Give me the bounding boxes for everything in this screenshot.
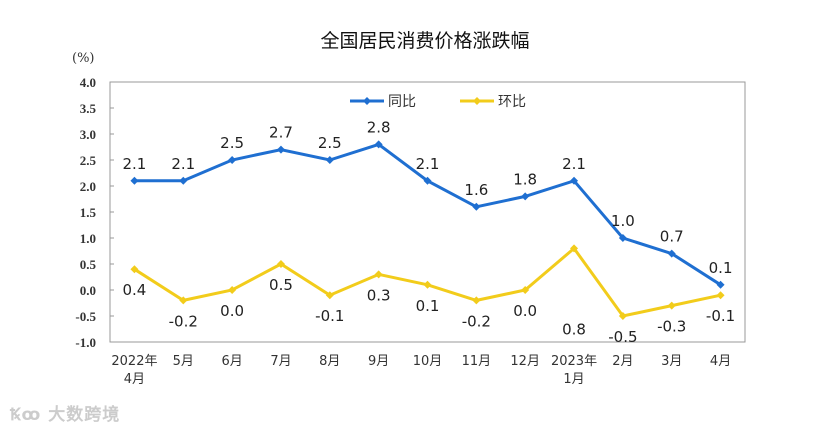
data-label: 2.1	[171, 155, 195, 173]
data-point	[276, 260, 285, 268]
data-point	[423, 176, 432, 185]
data-label: -0.2	[169, 312, 198, 330]
data-label: 2.1	[562, 155, 586, 173]
data-point	[325, 291, 334, 300]
data-label: 0.0	[513, 302, 537, 320]
data-label: 0.3	[367, 286, 391, 304]
data-label: -0.1	[706, 307, 735, 325]
x-tick-label: 9月	[368, 354, 389, 369]
data-point	[374, 270, 383, 279]
data-point	[667, 301, 676, 310]
data-label: 0.1	[709, 259, 733, 277]
legend-label: 环比	[498, 94, 526, 110]
x-tick-label: 1月	[563, 372, 584, 387]
y-tick-label: 4.0	[80, 75, 96, 90]
y-tick-label: 2.5	[80, 153, 97, 168]
data-point	[423, 280, 432, 289]
data-point	[521, 286, 530, 294]
data-point	[618, 312, 627, 320]
y-tick-label: 0.0	[80, 283, 96, 298]
legend-label: 同比	[388, 94, 416, 110]
y-tick-label: -0.5	[75, 309, 96, 324]
data-label: 2.1	[416, 155, 440, 173]
x-tick-label: 2023年	[551, 354, 597, 369]
data-point	[179, 176, 188, 185]
y-tick-label: 1.5	[80, 205, 97, 220]
y-tick-label: 2.0	[80, 179, 96, 194]
watermark-logo: Ꝅꝏ 大数跨境	[10, 405, 121, 425]
data-label: 0.7	[660, 228, 684, 246]
data-point	[228, 286, 237, 294]
data-point	[570, 176, 579, 185]
x-tick-label: 4月	[710, 354, 731, 369]
data-label: 0.0	[220, 302, 244, 320]
data-point	[276, 145, 285, 154]
data-label: -0.1	[315, 307, 344, 325]
data-label: 1.8	[513, 170, 537, 188]
y-tick-label: 3.0	[80, 127, 96, 142]
data-point	[570, 244, 579, 253]
data-label: 0.4	[122, 281, 146, 299]
data-label: 0.8	[562, 320, 586, 338]
data-point	[179, 296, 188, 305]
x-tick-label: 2月	[612, 354, 633, 369]
x-tick-label: 5月	[173, 354, 194, 369]
data-point	[130, 265, 139, 274]
y-tick-label: 1.0	[80, 231, 96, 246]
data-point	[130, 176, 139, 185]
data-point	[325, 156, 334, 164]
data-point	[716, 291, 725, 300]
data-label: -0.5	[608, 328, 637, 346]
y-tick-label: 0.5	[80, 257, 97, 272]
data-point	[374, 140, 383, 149]
data-label: 1.0	[611, 212, 635, 230]
data-label: 2.5	[220, 134, 244, 152]
data-label: 1.6	[464, 181, 488, 199]
data-point	[716, 280, 725, 289]
data-label: 2.5	[318, 134, 342, 152]
data-point	[472, 296, 481, 305]
data-point	[667, 249, 676, 258]
y-tick-label: 3.5	[80, 101, 97, 116]
x-tick-label: 3月	[661, 354, 682, 369]
data-point	[521, 192, 530, 201]
x-tick-label: 6月	[221, 354, 242, 369]
data-point	[228, 156, 237, 164]
data-point	[472, 202, 481, 211]
x-tick-label: 4月	[124, 372, 145, 387]
data-label: -0.3	[657, 318, 686, 336]
x-tick-label: 8月	[319, 354, 340, 369]
chart-title: 全国居民消费价格涨跌幅	[320, 30, 530, 52]
data-label: 2.7	[269, 124, 293, 142]
legend-marker	[363, 97, 371, 105]
data-label: 2.8	[367, 118, 391, 136]
watermark-text: 大数跨境	[48, 405, 121, 425]
x-tick-label: 2022年	[111, 354, 157, 369]
data-point	[618, 234, 627, 242]
y-axis-unit-label: (%)	[72, 51, 95, 66]
data-label: 2.1	[122, 155, 146, 173]
y-tick-label: -1.0	[75, 335, 96, 350]
data-label: 0.5	[269, 276, 293, 294]
x-tick-label: 11月	[462, 354, 492, 369]
x-tick-label: 7月	[270, 354, 291, 369]
x-tick-label: 10月	[413, 354, 443, 369]
x-tick-label: 12月	[510, 354, 540, 369]
legend-marker	[473, 97, 481, 105]
data-label: 0.1	[416, 297, 440, 315]
data-label: -0.2	[462, 312, 491, 330]
